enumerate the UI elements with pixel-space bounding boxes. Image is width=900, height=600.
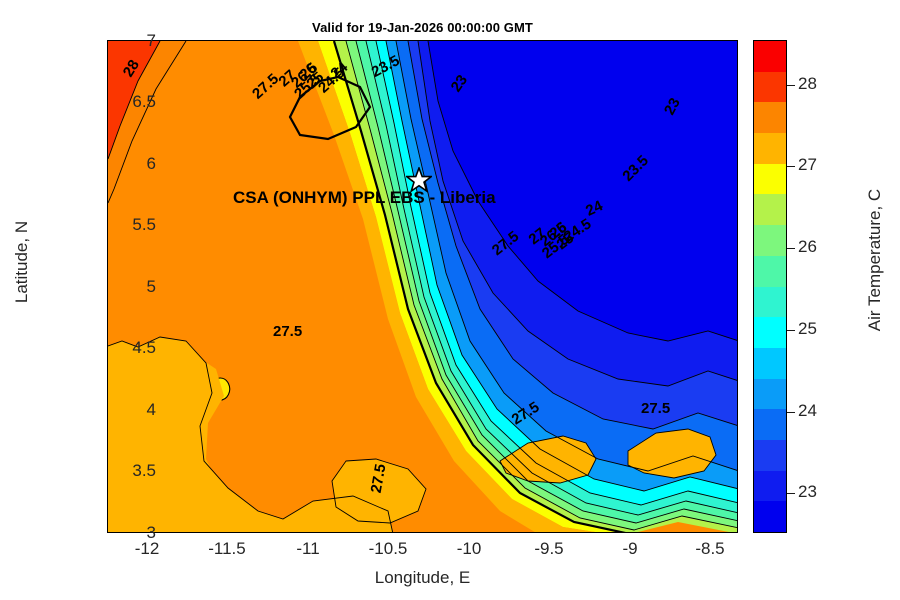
ytick-label: 4.5 [132, 338, 156, 357]
colorbar-band [754, 470, 786, 502]
page-title: Valid for 19-Jan-2026 00:00:00 GMT [312, 20, 533, 35]
xtick-label: -8.5 [695, 539, 725, 558]
colorbar-title: Air Temperature, C [865, 188, 884, 332]
colorbar-tick-label: 25 [798, 319, 817, 338]
xtick-label: -12 [134, 539, 160, 558]
colorbar-tick-label: 27 [798, 155, 817, 174]
colorbar-band [754, 133, 786, 164]
ytick-label: 6.5 [132, 92, 156, 111]
ytick-label: 3 [146, 523, 156, 542]
colorbar-band [754, 286, 786, 318]
ytick-label: 6 [146, 154, 156, 173]
colorbar-tick-label: 23 [798, 482, 817, 501]
colorbar-band [754, 102, 786, 134]
contour-plot-area[interactable]: 28 27.5 27 26.5 26 25.5 25 24.5 24 23.5 … [107, 40, 738, 533]
y-axis-label: Latitude, N [12, 220, 31, 304]
colorbar-band [754, 255, 786, 287]
contour-label: 27.5 [641, 400, 671, 417]
colorbar-band [754, 163, 786, 195]
colorbar-band [754, 347, 786, 379]
colorbar-band [754, 317, 786, 348]
ytick-label: 5 [146, 277, 156, 296]
colorbar-band [754, 501, 786, 532]
xtick-label: -11 [296, 539, 320, 558]
colorbar-tick [787, 85, 795, 86]
colorbar[interactable] [753, 40, 787, 533]
colorbar-band [754, 41, 786, 72]
colorbar-band [754, 225, 786, 256]
ytick-label: 7 [146, 31, 156, 50]
contour-label: 27.5 [273, 323, 303, 340]
ytick-label: 5.5 [132, 215, 156, 234]
xtick-label: -9 [622, 539, 638, 558]
colorbar-tick [787, 493, 795, 494]
colorbar-tick [787, 412, 795, 413]
station-label: CSA (ONHYM) PPL EBS - Liberia [233, 188, 496, 207]
colorbar-band [754, 194, 786, 226]
xtick-label: -11.5 [208, 539, 246, 558]
ytick-label: 3.5 [132, 461, 156, 480]
colorbar-tick [787, 166, 795, 167]
colorbar-band [754, 71, 786, 103]
xtick-label: -9.5 [534, 539, 564, 558]
colorbar-band [754, 409, 786, 440]
colorbar-band [754, 439, 786, 471]
x-axis-label: Longitude, E [374, 568, 471, 587]
colorbar-tick [787, 248, 795, 249]
xtick-label: -10 [456, 539, 482, 558]
colorbar-tick-label: 28 [798, 74, 817, 93]
colorbar-tick-label: 26 [798, 237, 817, 256]
colorbar-tick [787, 330, 795, 331]
contour-field [108, 41, 737, 532]
star-marker[interactable] [406, 167, 432, 193]
xtick-label: -10.5 [368, 539, 408, 558]
colorbar-tick-label: 24 [798, 401, 817, 420]
ytick-label: 4 [146, 400, 156, 419]
colorbar-band [754, 378, 786, 410]
